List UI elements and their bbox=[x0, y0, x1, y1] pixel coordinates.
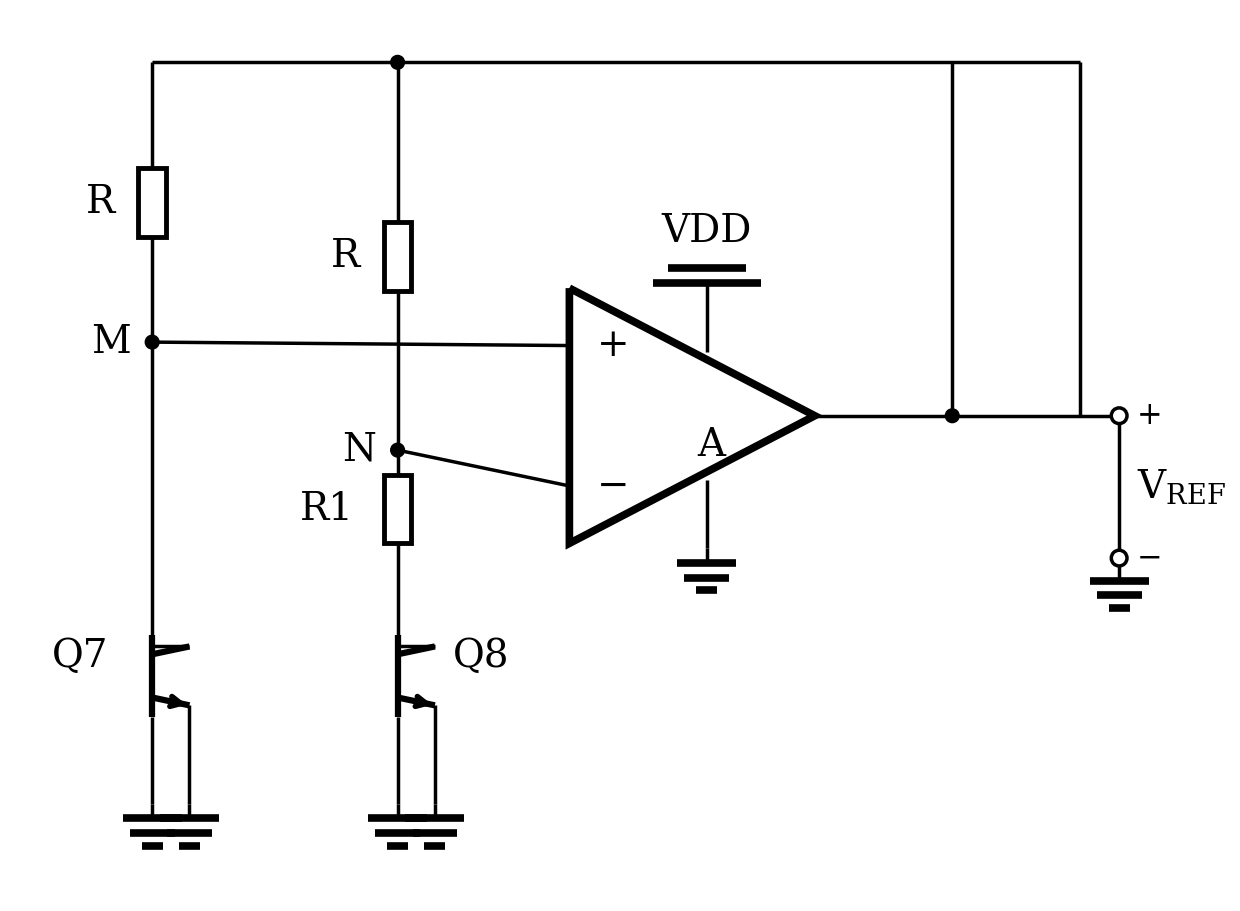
Text: M: M bbox=[91, 323, 130, 361]
Text: N: N bbox=[342, 432, 376, 468]
Text: −: − bbox=[1137, 543, 1162, 574]
Text: +: + bbox=[1137, 400, 1162, 431]
Circle shape bbox=[1111, 550, 1127, 566]
Circle shape bbox=[391, 444, 404, 457]
Text: Q7: Q7 bbox=[52, 638, 108, 675]
Text: R: R bbox=[86, 184, 115, 220]
Text: V$_{\mathregular{REF}}$: V$_{\mathregular{REF}}$ bbox=[1137, 467, 1225, 507]
Text: +: + bbox=[598, 327, 630, 364]
Bar bbox=[384, 222, 412, 291]
Text: VDD: VDD bbox=[662, 212, 751, 250]
Circle shape bbox=[391, 56, 404, 69]
Text: −: − bbox=[598, 467, 630, 505]
Bar bbox=[384, 475, 412, 543]
Text: R: R bbox=[331, 238, 361, 275]
Circle shape bbox=[945, 409, 959, 423]
Text: R1: R1 bbox=[300, 490, 353, 527]
Circle shape bbox=[145, 335, 159, 349]
Bar bbox=[139, 168, 166, 237]
Text: Q8: Q8 bbox=[453, 638, 510, 675]
Circle shape bbox=[1111, 408, 1127, 424]
Text: A: A bbox=[698, 426, 725, 464]
